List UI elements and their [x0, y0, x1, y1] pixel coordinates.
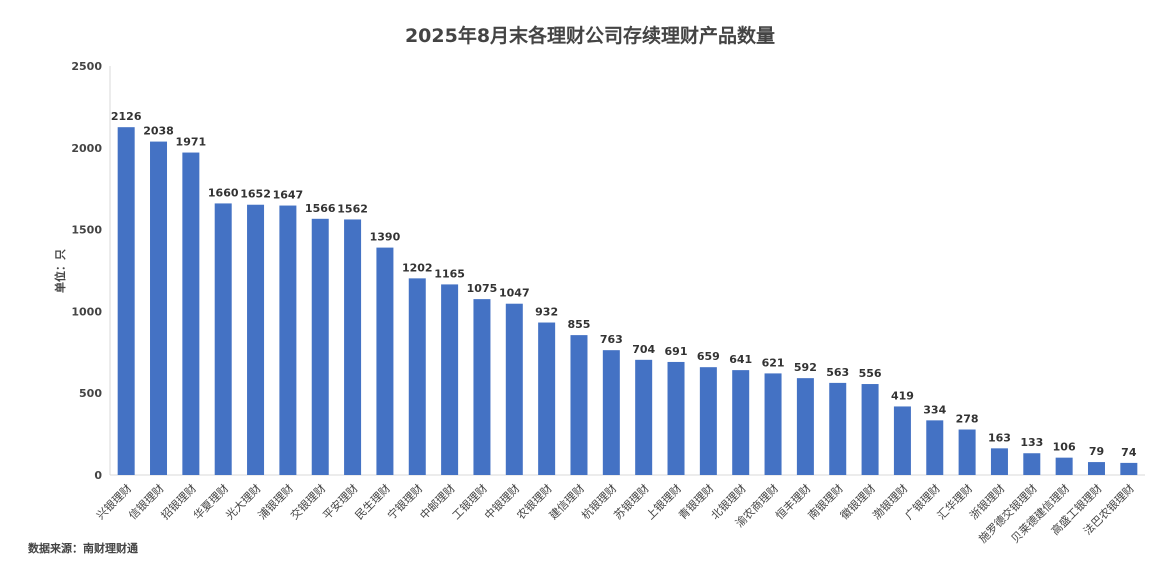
bar	[376, 247, 394, 475]
bar	[279, 205, 297, 476]
data-label: 621	[762, 356, 785, 369]
data-label: 1566	[305, 202, 336, 215]
data-label: 1660	[208, 186, 239, 199]
data-label: 1075	[467, 282, 498, 295]
data-label: 659	[697, 350, 720, 363]
data-label: 563	[826, 366, 849, 379]
data-label: 592	[794, 361, 817, 374]
data-label: 133	[1020, 436, 1043, 449]
bars	[117, 127, 1138, 476]
y-axis-label: 单位：只	[53, 249, 67, 293]
bar	[1087, 462, 1105, 475]
y-tick-label: 0	[94, 469, 102, 482]
bar	[214, 203, 232, 475]
bar	[829, 382, 847, 475]
data-label: 855	[568, 318, 591, 331]
data-label: 556	[859, 367, 882, 380]
bar	[667, 361, 685, 475]
data-label: 763	[600, 333, 623, 346]
bar	[699, 367, 717, 475]
bar	[117, 127, 135, 475]
data-label: 641	[729, 353, 752, 366]
bar	[570, 335, 588, 475]
bar	[926, 420, 944, 475]
bar	[602, 350, 620, 475]
data-label: 2038	[143, 125, 174, 138]
data-label: 1202	[402, 261, 433, 274]
y-tick-label: 2000	[71, 142, 102, 155]
data-label: 1390	[370, 231, 401, 244]
y-tick-label: 500	[79, 387, 102, 400]
y-tick-label: 1000	[71, 305, 102, 318]
data-label: 419	[891, 389, 914, 402]
bar	[796, 378, 814, 475]
data-label: 334	[923, 403, 946, 416]
bar	[311, 218, 329, 475]
data-label: 1647	[273, 189, 304, 202]
data-label: 1971	[176, 136, 207, 149]
bar	[408, 278, 426, 475]
bar	[893, 406, 911, 475]
bar	[635, 359, 653, 475]
y-tick-label: 2500	[71, 60, 102, 73]
data-label: 1165	[434, 267, 465, 280]
y-tick-labels: 0 500 1000 1500 2000 2500	[71, 60, 102, 482]
bar	[538, 322, 556, 475]
data-label: 74	[1121, 446, 1137, 459]
chart-title: 2025年8月末各理财公司存续理财产品数量	[405, 24, 775, 47]
bar	[1055, 457, 1073, 475]
data-label: 704	[632, 343, 655, 356]
bar	[958, 429, 976, 475]
data-label: 1047	[499, 287, 530, 300]
x-tick-labels: 兴银理财信银理财招银理财华夏理财光大理财浦银理财交银理财平安理财民生理财宁银理财…	[93, 481, 1137, 545]
data-label: 2126	[111, 110, 142, 123]
source-note: 数据来源：南财理财通	[28, 541, 138, 555]
data-label: 1652	[240, 188, 271, 201]
data-label: 691	[665, 345, 688, 358]
bar	[247, 204, 265, 476]
bar	[990, 448, 1008, 475]
data-label: 106	[1053, 441, 1076, 454]
bar	[344, 219, 362, 475]
bar	[505, 303, 523, 475]
data-label: 1562	[337, 202, 368, 215]
bar	[764, 373, 782, 475]
bar	[1120, 462, 1138, 475]
bar	[1023, 453, 1041, 475]
y-tick-label: 1500	[71, 224, 102, 237]
data-label: 79	[1089, 445, 1104, 458]
bar	[182, 152, 200, 475]
data-label: 163	[988, 431, 1011, 444]
bar	[861, 384, 879, 475]
data-label: 932	[535, 306, 558, 319]
bar	[473, 299, 491, 475]
bar	[150, 141, 168, 476]
data-label: 278	[956, 413, 979, 426]
bar	[732, 370, 750, 475]
bar	[441, 284, 459, 475]
